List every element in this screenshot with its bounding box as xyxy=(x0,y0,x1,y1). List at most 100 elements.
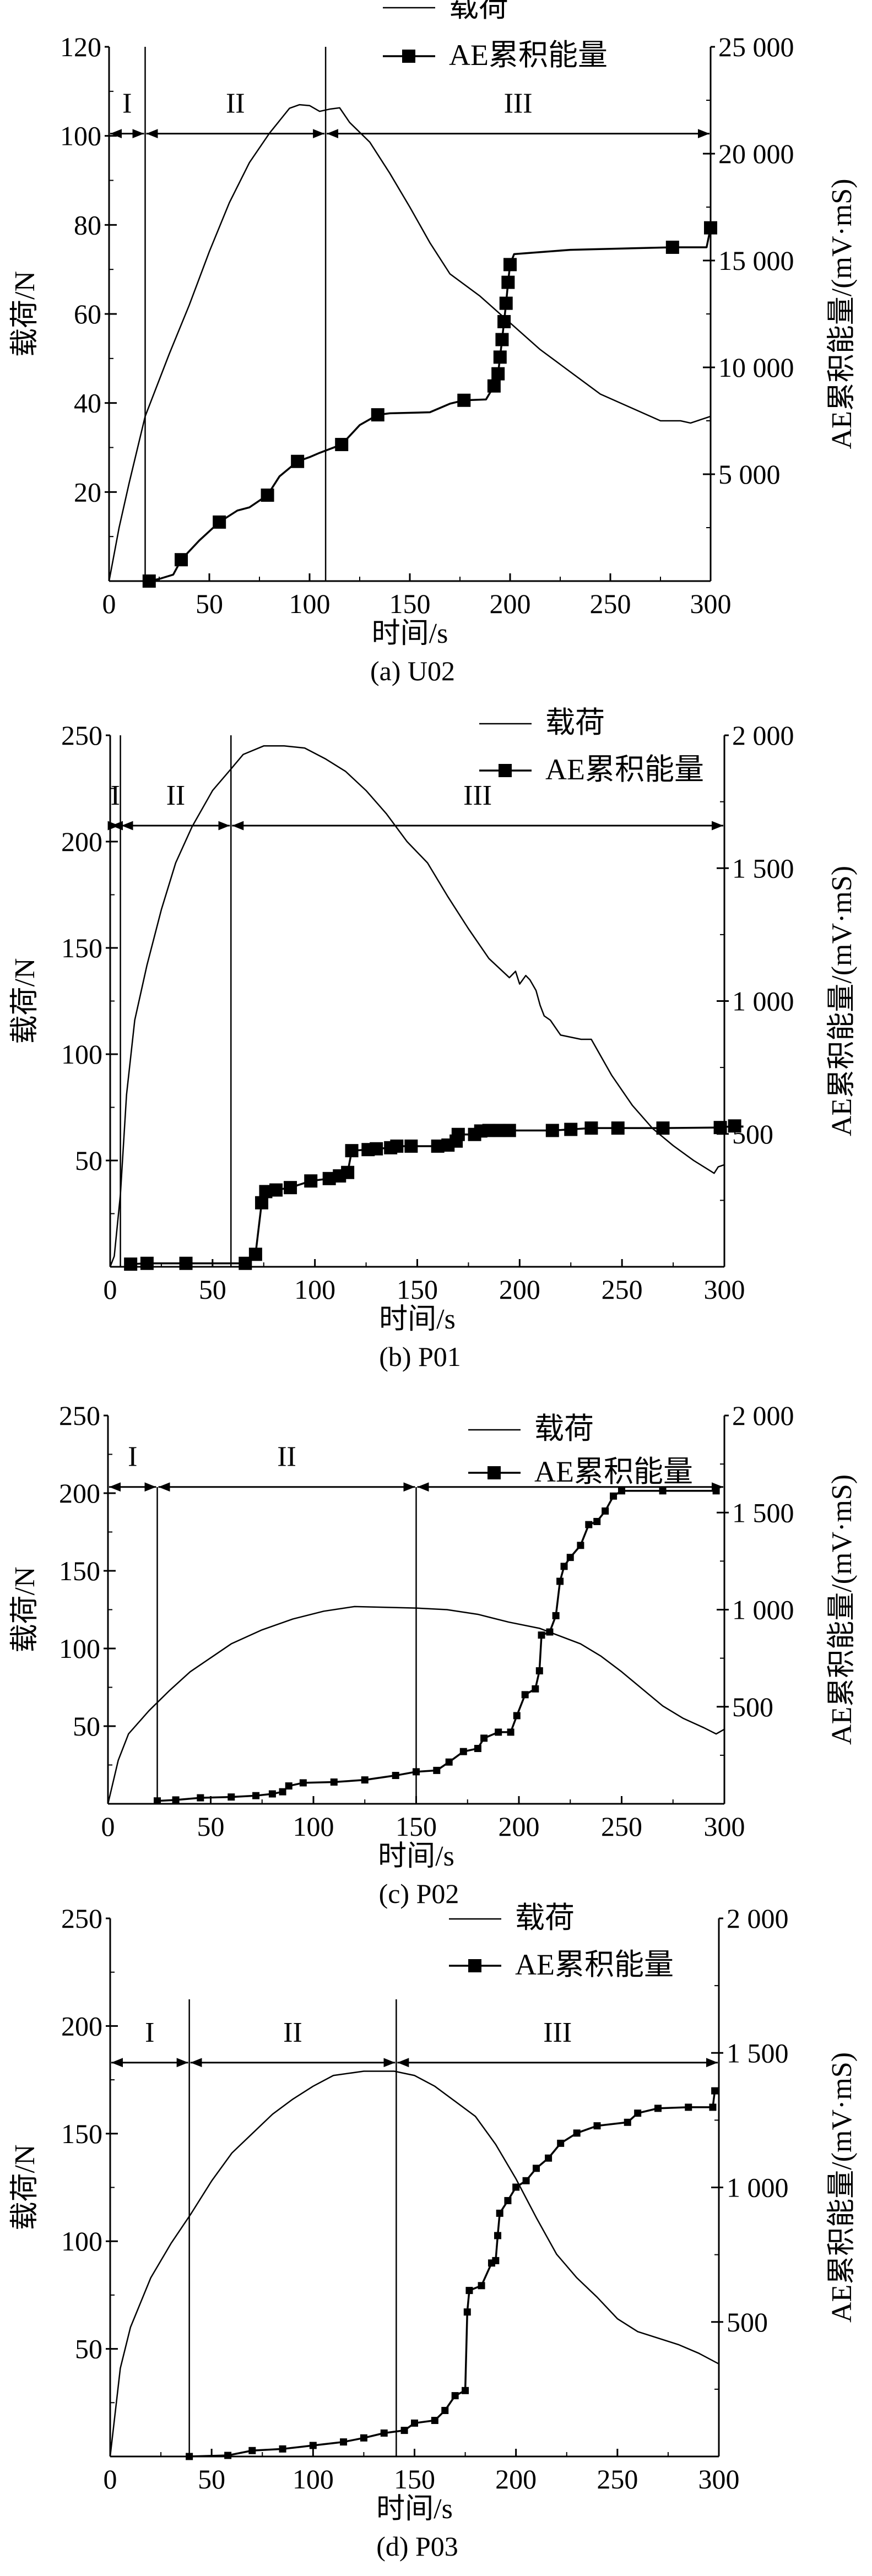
ae-marker xyxy=(404,1139,418,1153)
ae-marker xyxy=(492,2257,500,2264)
ae-marker xyxy=(451,1127,465,1141)
y-axis-title: 载荷/N xyxy=(9,271,41,357)
legend: 载荷 AE累积能量 xyxy=(383,0,608,72)
y-axis-title: 载荷/N xyxy=(9,958,41,1044)
ae-marker xyxy=(556,1577,564,1585)
phase-label: III xyxy=(463,780,492,811)
ae-marker xyxy=(491,367,505,381)
y2-tick-label: 10 000 xyxy=(718,352,794,383)
phase-label: I xyxy=(145,2017,154,2048)
ae-marker xyxy=(497,314,511,328)
ae-marker xyxy=(522,2177,530,2184)
phase-label: III xyxy=(504,88,533,120)
y2-tick-label: 500 xyxy=(732,1691,773,1722)
y2-tick-label: 25 000 xyxy=(718,31,794,62)
ae-marker xyxy=(634,2109,642,2117)
y2-axis-title: AE累积能量/(mV·mS) xyxy=(826,866,858,1136)
x-tick-label: 50 xyxy=(199,1274,226,1305)
ae-marker xyxy=(478,2282,485,2290)
y2-tick-label: 20 000 xyxy=(718,138,794,169)
ae-marker xyxy=(291,454,305,468)
ae-marker xyxy=(507,1728,514,1736)
ae-marker xyxy=(451,2392,459,2400)
ae-marker xyxy=(360,2434,367,2442)
y2-tick-label: 2 000 xyxy=(732,720,794,751)
ae-marker xyxy=(545,2154,553,2162)
ae-marker xyxy=(711,2087,719,2095)
ae-marker xyxy=(340,2438,348,2446)
ae-marker xyxy=(413,1768,420,1776)
y-tick-label: 250 xyxy=(59,1400,100,1431)
legend: 载荷 AE累积能量 xyxy=(468,1412,693,1488)
ae-marker xyxy=(279,1788,286,1796)
phase-label: II xyxy=(283,2017,302,2048)
x-tick-label: 0 xyxy=(104,1274,117,1305)
chart-caption: (b) P01 xyxy=(379,1341,461,1372)
x-tick-label: 100 xyxy=(294,1274,335,1305)
y-tick-label: 100 xyxy=(61,2226,102,2257)
y2-tick-label: 1 500 xyxy=(732,1497,794,1528)
ae-marker xyxy=(552,1612,560,1619)
chart-caption: (c) P02 xyxy=(379,1878,459,1909)
ae-marker xyxy=(654,2105,662,2112)
ae-marker xyxy=(392,1772,399,1780)
ae-marker xyxy=(154,1797,161,1805)
x-tick-label: 150 xyxy=(397,1274,438,1305)
ae-marker xyxy=(371,408,384,422)
y-tick-label: 50 xyxy=(73,1711,100,1742)
ae-marker xyxy=(618,1487,625,1495)
legend: 载荷 AE累积能量 xyxy=(449,1901,674,1981)
series-ae-line xyxy=(189,2090,716,2458)
ae-marker xyxy=(345,1144,359,1158)
y-axis-title: 载荷/N xyxy=(9,1566,41,1652)
ae-marker xyxy=(268,1790,276,1798)
x-tick-label: 50 xyxy=(198,2464,225,2494)
ae-marker xyxy=(299,1779,307,1787)
y2-axis-title: AE累积能量/(mV·mS) xyxy=(826,2052,858,2323)
y-tick-label: 80 xyxy=(74,209,101,240)
ae-marker xyxy=(585,1521,593,1528)
ae-marker xyxy=(557,2139,565,2147)
ae-marker xyxy=(400,2427,408,2434)
ae-marker xyxy=(593,1517,601,1525)
ae-marker xyxy=(474,1745,481,1753)
ae-marker xyxy=(610,1492,618,1500)
ae-marker xyxy=(656,1121,670,1135)
y2-axis-title: AE累积能量/(mV·mS) xyxy=(826,178,858,449)
ae-marker xyxy=(261,489,274,502)
x-tick-label: 100 xyxy=(289,588,331,619)
x-axis-title: 时间/s xyxy=(379,1304,456,1335)
series-load-line xyxy=(108,104,711,582)
x-tick-label: 200 xyxy=(495,2464,537,2494)
x-tick-label: 200 xyxy=(499,1811,540,1842)
ae-marker xyxy=(431,2417,438,2425)
ae-marker xyxy=(459,1748,467,1755)
y-tick-label: 200 xyxy=(61,2010,102,2041)
y-tick-label: 250 xyxy=(61,720,102,751)
ae-marker xyxy=(577,1542,584,1549)
legend-load-label: 载荷 xyxy=(534,1412,594,1445)
ae-marker xyxy=(495,1728,502,1736)
ae-marker xyxy=(462,2387,469,2394)
y-tick-label: 60 xyxy=(74,299,101,329)
x-tick-label: 300 xyxy=(704,1274,745,1305)
ae-marker xyxy=(213,515,226,529)
legend-ae-label: AE累积能量 xyxy=(449,39,608,72)
x-tick-label: 50 xyxy=(196,588,223,619)
chart-panel-c: 0 50 100 150 200 250 300 50 100 150 200 250 500 1 000… xyxy=(9,1400,858,1909)
y2-tick-label: 500 xyxy=(727,2307,768,2338)
ae-marker xyxy=(487,379,501,393)
x-axis-title: 时间/s xyxy=(378,1841,454,1872)
y2-tick-label: 5 000 xyxy=(718,459,781,490)
ae-marker xyxy=(704,221,717,235)
ae-marker xyxy=(712,1487,720,1495)
legend-ae-marker xyxy=(488,1466,501,1479)
ae-marker xyxy=(197,1794,204,1802)
legend-ae-label: AE累积能量 xyxy=(515,1948,674,1981)
x-tick-label: 100 xyxy=(293,1811,334,1842)
phase-label: II xyxy=(166,780,186,811)
ae-marker xyxy=(499,296,513,310)
ae-marker xyxy=(140,1256,154,1270)
x-axis-title: 时间/s xyxy=(372,618,448,649)
